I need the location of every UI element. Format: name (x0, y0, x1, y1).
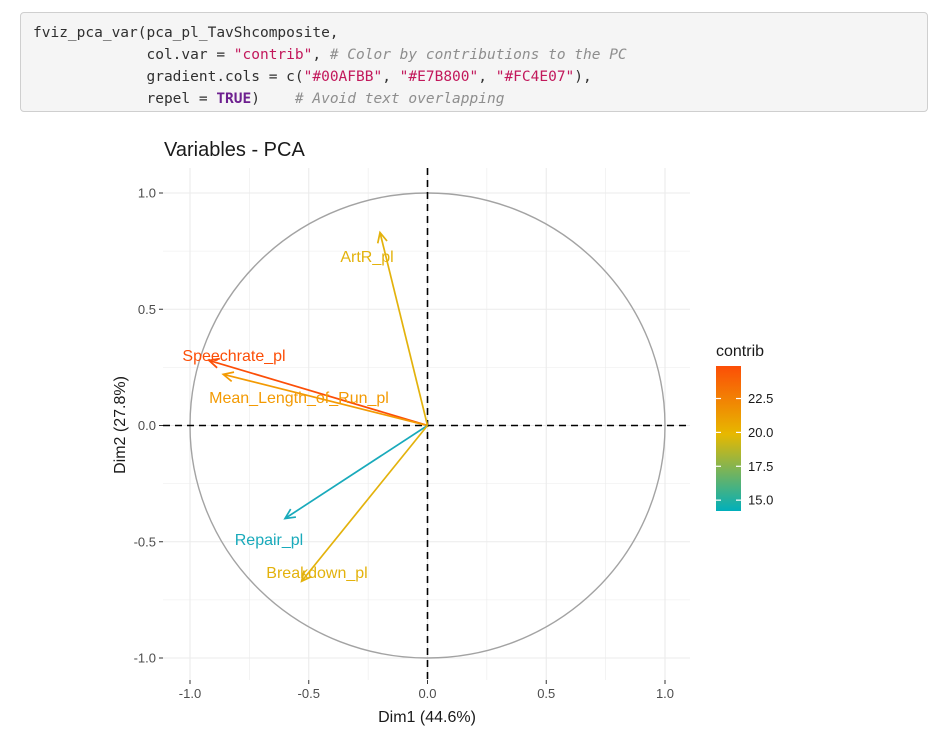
variable-arrow (376, 230, 429, 426)
code-comment: # Color by contributions to the PC (329, 47, 627, 63)
variable-arrow (207, 357, 428, 427)
legend-title: contrib (716, 343, 764, 360)
x-axis-title: Dim1 (44.6%) (378, 709, 476, 726)
arrowhead (376, 230, 388, 244)
x-axis-ticks: -1.0 -0.5 0.0 0.5 1.0 (179, 680, 674, 701)
code-text: , (382, 69, 400, 85)
variable-arrow (221, 371, 428, 427)
x-tick-label: -0.5 (298, 686, 320, 701)
variable-label: ArtR_pl (340, 249, 393, 266)
code-text: ) (251, 91, 295, 107)
arrowhead (283, 508, 297, 520)
legend-tick-label: 22.5 (748, 391, 773, 406)
code-string: "contrib" (233, 47, 313, 63)
y-tick-label: -1.0 (134, 651, 156, 666)
y-tick-label: 0.0 (138, 418, 156, 433)
x-tick-label: 1.0 (656, 686, 674, 701)
code-block: fviz_pca_var(pca_pl_TavShcomposite, col.… (20, 12, 928, 112)
code-line: fviz_pca_var(pca_pl_TavShcomposite, (33, 22, 927, 44)
variable-arrow (283, 424, 428, 520)
code-comment: # Avoid text overlapping (294, 91, 505, 107)
code-line: repel = TRUE) # Avoid text overlapping (33, 88, 927, 110)
legend-colorbar (716, 366, 741, 511)
code-text: repel = (33, 91, 217, 107)
variable-arrows (207, 230, 429, 583)
code-text: , (312, 47, 330, 63)
y-tick-label: 0.5 (138, 302, 156, 317)
code-text: ), (574, 69, 592, 85)
arrowhead (207, 357, 220, 369)
y-axis-title: Dim2 (27.8%) (112, 376, 129, 474)
code-text: fviz_pca_var(pca_pl_TavShcomposite, (33, 25, 339, 41)
x-tick-label: -1.0 (179, 686, 201, 701)
code-line: gradient.cols = c("#00AFBB", "#E7B800", … (33, 66, 927, 88)
variable-label: Mean_Length_of_Run_pl (209, 390, 389, 407)
code-string: "#E7B800" (399, 69, 479, 85)
code-text: gradient.cols = c( (33, 69, 304, 85)
y-tick-label: 1.0 (138, 186, 156, 201)
arrowhead (221, 371, 235, 383)
legend-tick-label: 17.5 (748, 459, 773, 474)
x-tick-label: 0.5 (537, 686, 555, 701)
variable-label: Speechrate_pl (182, 348, 285, 365)
variable-label: Repair_pl (235, 532, 303, 549)
legend-tick-label: 15.0 (748, 493, 773, 508)
code-text: , (478, 69, 496, 85)
code-text: col.var = (33, 47, 234, 63)
variable-label: Breakdown_pl (266, 565, 367, 582)
y-tick-label: -0.5 (134, 534, 156, 549)
code-line: col.var = "contrib", # Color by contribu… (33, 44, 927, 66)
y-axis-ticks: -1.0 -0.5 0.0 0.5 1.0 (134, 186, 163, 666)
legend-ticks: 15.0 17.5 20.0 22.5 (716, 391, 773, 508)
code-string: "#00AFBB" (303, 69, 383, 85)
legend-tick-label: 20.0 (748, 425, 773, 440)
x-tick-label: 0.0 (418, 686, 436, 701)
arrowhead (300, 570, 312, 583)
chart-title: Variables - PCA (164, 139, 305, 161)
legend: contrib 15.0 17.5 20.0 22.5 (716, 343, 773, 511)
code-constant: TRUE (216, 91, 252, 107)
variable-labels: ArtR_pl Speechrate_pl Mean_Length_of_Run_p… (182, 249, 393, 582)
variable-arrow (300, 424, 429, 583)
code-string: "#FC4E07" (495, 69, 575, 85)
